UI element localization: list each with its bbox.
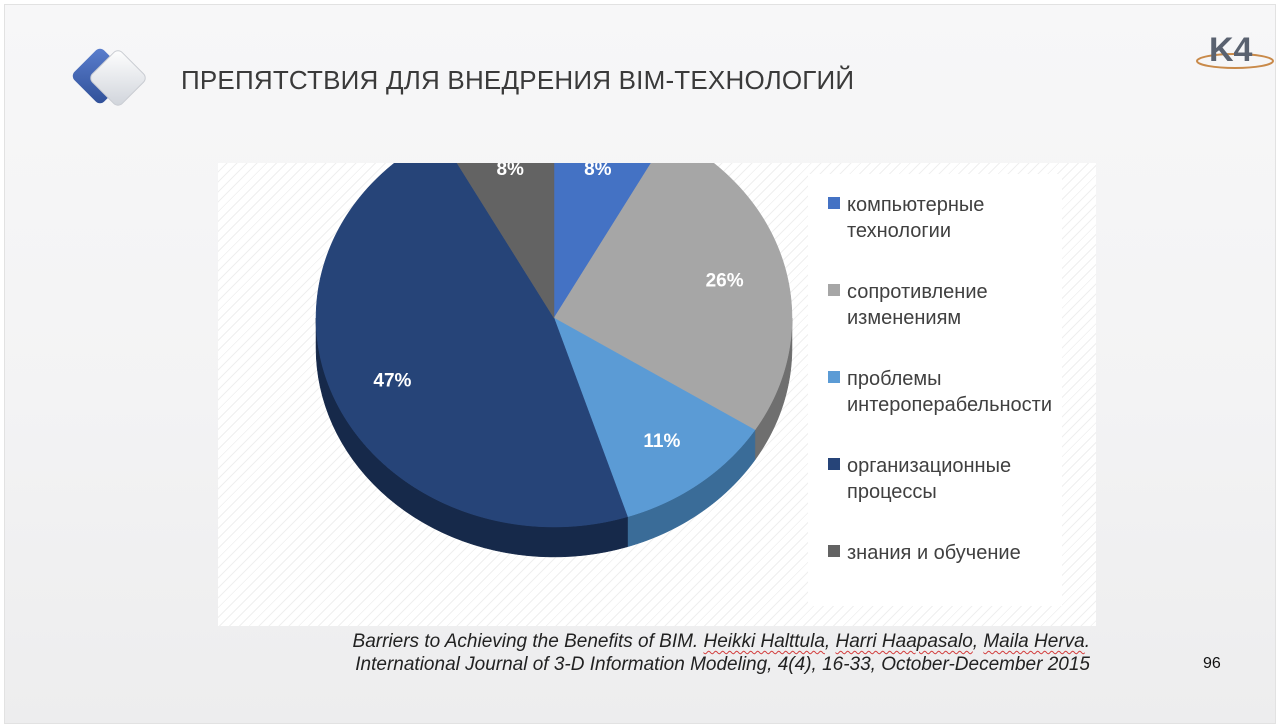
diamond-logo-icon [72,48,146,106]
citation-separator: , [824,631,836,652]
legend-item: компьютерные технологии [828,192,1057,244]
legend-swatch [828,371,840,383]
citation-suffix: . [1084,631,1090,652]
legend-label: знания и обучение [847,542,1021,564]
pie-chart: 8% 26% 11% 47% 8% [315,163,793,558]
citation-author: Harri Haapasalo [835,631,973,652]
citation: Barriers to Achieving the Benefits of BI… [230,630,1090,676]
legend-swatch [828,197,840,209]
page-title: ПРЕПЯТСТВИЯ ДЛЯ ВНЕДРЕНИЯ BIM-ТЕХНОЛОГИЙ [181,65,855,95]
citation-author: Heikki Halttula [703,631,825,652]
data-labels-group: 8% 26% 11% 47% 8% [373,163,743,452]
legend-label: сопротивление изменениям [847,281,988,329]
legend-item: знания и обучение [828,540,1057,566]
data-label: 8% [584,163,612,180]
data-label: 8% [496,163,524,180]
legend-label: организационные процессы [847,455,1012,503]
chart-legend: компьютерные технологии сопротивление из… [808,174,1062,606]
legend-item: проблемы интероперабельности [828,366,1057,418]
pie-slice [553,317,756,518]
legend-swatch [828,545,840,557]
legend-swatch [828,458,840,470]
legend-label: компьютерные технологии [847,194,985,242]
citation-author: Maila Herva [983,631,1085,652]
data-label: 11% [643,431,680,452]
data-label: 47% [373,370,411,391]
citation-prefix: Barriers to Achieving the Benefits of BI… [352,631,704,652]
citation-line-1: Barriers to Achieving the Benefits of BI… [230,630,1090,653]
logo-text: K4 [1209,31,1253,69]
pie-slice [315,163,628,528]
legend-label: проблемы интероперабельности [847,368,1052,416]
legend-swatch [828,284,840,296]
citation-separator: , [972,631,984,652]
page-number: 96 [1203,655,1221,672]
legend-item: организационные процессы [828,453,1057,505]
citation-line-2: International Journal of 3-D Information… [355,654,1090,675]
k4-logo: K4 [1196,31,1274,69]
pie-top-group [315,163,793,528]
pie-slice [553,163,793,431]
pie-slice [456,163,555,319]
data-label: 26% [706,271,744,292]
legend-item: сопротивление изменениям [828,279,1057,331]
